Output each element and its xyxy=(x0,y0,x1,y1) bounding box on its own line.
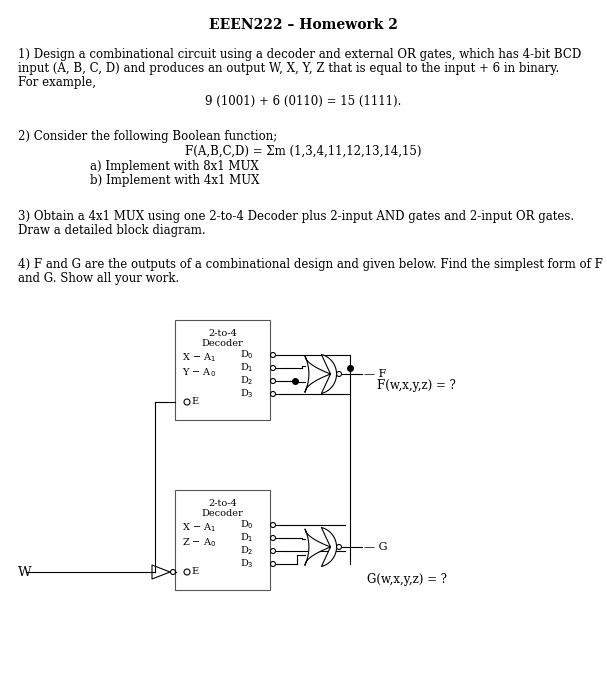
Polygon shape xyxy=(305,354,336,393)
Text: — F: — F xyxy=(364,369,386,379)
Text: E: E xyxy=(191,398,198,407)
Text: a) Implement with 8x1 MUX: a) Implement with 8x1 MUX xyxy=(90,160,259,173)
Text: EEEN222 – Homework 2: EEEN222 – Homework 2 xyxy=(209,18,398,32)
Text: F(w,x,y,z) = ?: F(w,x,y,z) = ? xyxy=(376,379,455,391)
Circle shape xyxy=(271,353,276,358)
Circle shape xyxy=(271,549,276,554)
Text: 1) Design a combinational circuit using a decoder and external OR gates, which h: 1) Design a combinational circuit using … xyxy=(18,48,582,61)
Text: 4) F and G are the outputs of a combinational design and given below. Find the s: 4) F and G are the outputs of a combinat… xyxy=(18,258,603,271)
Text: E: E xyxy=(191,568,198,577)
Text: G(w,x,y,z) = ?: G(w,x,y,z) = ? xyxy=(367,573,447,587)
Text: 2-to-4: 2-to-4 xyxy=(208,329,237,338)
Circle shape xyxy=(271,561,276,566)
Text: D$_3$: D$_3$ xyxy=(240,558,254,570)
Text: D$_1$: D$_1$ xyxy=(240,531,254,545)
Text: F(A,B,C,D) = Σm (1,3,4,11,12,13,14,15): F(A,B,C,D) = Σm (1,3,4,11,12,13,14,15) xyxy=(185,145,421,158)
Circle shape xyxy=(271,391,276,396)
Text: b) Implement with 4x1 MUX: b) Implement with 4x1 MUX xyxy=(90,174,260,187)
Text: X $-$ A$_1$: X $-$ A$_1$ xyxy=(182,351,216,365)
Circle shape xyxy=(336,545,342,550)
Circle shape xyxy=(271,365,276,370)
Circle shape xyxy=(271,379,276,384)
Circle shape xyxy=(271,536,276,540)
Circle shape xyxy=(271,522,276,528)
Circle shape xyxy=(184,569,190,575)
Text: W: W xyxy=(18,566,32,578)
Text: D$_0$: D$_0$ xyxy=(240,519,254,531)
Text: For example,: For example, xyxy=(18,76,96,89)
Circle shape xyxy=(184,399,190,405)
Polygon shape xyxy=(305,528,336,566)
Text: input (A, B, C, D) and produces an output W, X, Y, Z that is equal to the input : input (A, B, C, D) and produces an outpu… xyxy=(18,62,559,75)
Circle shape xyxy=(171,570,175,575)
Bar xyxy=(175,490,270,590)
Text: Z $-$ A$_0$: Z $-$ A$_0$ xyxy=(182,537,216,550)
Text: D$_0$: D$_0$ xyxy=(240,349,254,361)
Text: 9 (1001) + 6 (0110) = 15 (1111).: 9 (1001) + 6 (0110) = 15 (1111). xyxy=(205,95,401,108)
Text: Y $-$ A$_0$: Y $-$ A$_0$ xyxy=(182,367,216,379)
Text: and G. Show all your work.: and G. Show all your work. xyxy=(18,272,179,285)
Text: 3) Obtain a 4x1 MUX using one 2-to-4 Decoder plus 2-input AND gates and 2-input : 3) Obtain a 4x1 MUX using one 2-to-4 Dec… xyxy=(18,210,574,223)
Text: Decoder: Decoder xyxy=(202,509,243,518)
Text: Decoder: Decoder xyxy=(202,339,243,348)
Text: X $-$ A$_1$: X $-$ A$_1$ xyxy=(182,522,216,534)
Text: 2) Consider the following Boolean function;: 2) Consider the following Boolean functi… xyxy=(18,130,277,143)
Text: D$_3$: D$_3$ xyxy=(240,388,254,400)
Bar xyxy=(175,320,270,420)
Text: D$_1$: D$_1$ xyxy=(240,362,254,375)
Text: Draw a detailed block diagram.: Draw a detailed block diagram. xyxy=(18,224,206,237)
Text: — G: — G xyxy=(364,542,387,552)
Text: D$_2$: D$_2$ xyxy=(240,374,254,387)
Circle shape xyxy=(336,372,342,377)
Text: D$_2$: D$_2$ xyxy=(240,545,254,557)
Text: 2-to-4: 2-to-4 xyxy=(208,499,237,508)
